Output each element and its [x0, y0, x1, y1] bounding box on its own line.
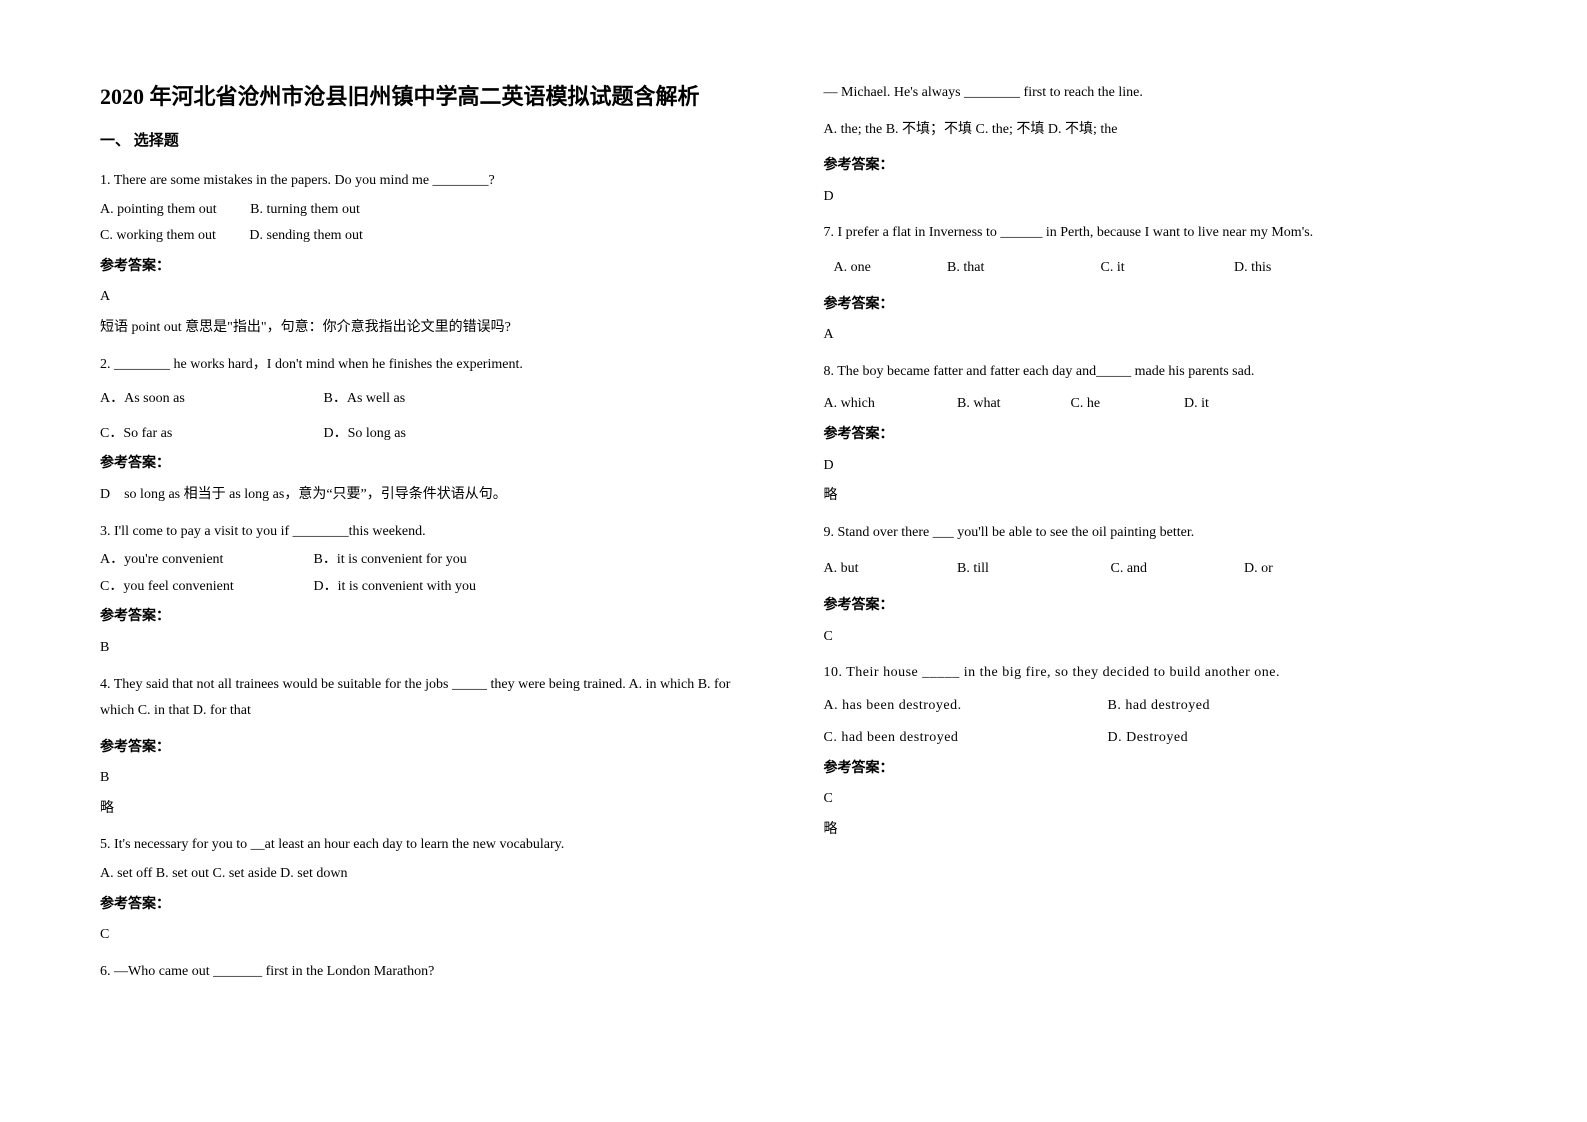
question-stem: 10. Their house _____ in the big fire, s…	[824, 660, 1488, 687]
option-a: A. which	[824, 391, 924, 418]
option-d: D. this	[1234, 255, 1271, 282]
option-d: D. or	[1244, 556, 1273, 583]
question-stem: 2. ________ he works hard，I don't mind w…	[100, 352, 764, 379]
question-9: 9. Stand over there ___ you'll be able t…	[824, 520, 1488, 650]
answer-label: 参考答案：	[100, 254, 764, 281]
question-1: 1. There are some mistakes in the papers…	[100, 168, 764, 342]
question-8: 8. The boy became fatter and fatter each…	[824, 359, 1488, 510]
question-options: A. has been destroyed. B. had destroyed	[824, 693, 1488, 720]
question-7: 7. I prefer a flat in Inverness to _____…	[824, 220, 1488, 348]
answer-label: 参考答案：	[824, 756, 1488, 783]
question-options: C. working them out D. sending them out	[100, 223, 764, 250]
answer-explain: 短语 point out 意思是"指出"，句意：你介意我指出论文里的错误吗?	[100, 315, 764, 342]
question-stem: 5. It's necessary for you to __at least …	[100, 832, 764, 859]
answer-label: 参考答案：	[824, 153, 1488, 180]
option-b: B. that	[947, 255, 1067, 282]
answer-value: A	[100, 284, 764, 311]
answer-value: A	[824, 322, 1488, 349]
answer-value: C	[824, 624, 1488, 651]
option-b: B. what	[957, 391, 1037, 418]
option-d: D．it is convenient with you	[314, 574, 477, 601]
exam-title: 2020 年河北省沧州市沧县旧州镇中学高二英语模拟试题含解析	[100, 80, 764, 113]
question-10: 10. Their house _____ in the big fire, s…	[824, 660, 1488, 844]
answer-value: B	[100, 765, 764, 792]
question-4: 4. They said that not all trainees would…	[100, 672, 764, 823]
answer-value: B	[100, 635, 764, 662]
option-c: C. had been destroyed	[824, 725, 1074, 752]
right-column: — Michael. He's always ________ first to…	[824, 80, 1488, 987]
option-d: D. it	[1184, 391, 1209, 418]
omit-text: 略	[100, 796, 764, 823]
exam-page: 2020 年河北省沧州市沧县旧州镇中学高二英语模拟试题含解析 一、 选择题 1.…	[0, 0, 1587, 1047]
question-stem: 3. I'll come to pay a visit to you if __…	[100, 519, 764, 546]
option-a: A．As soon as	[100, 386, 290, 413]
question-options: C．So far as D．So long as	[100, 421, 764, 448]
answer-value: C	[824, 786, 1488, 813]
answer-label: 参考答案：	[100, 604, 764, 631]
option-d: D. Destroyed	[1108, 725, 1189, 752]
question-stem: 8. The boy became fatter and fatter each…	[824, 359, 1488, 386]
question-options: A. one B. that C. it D. this	[824, 255, 1488, 282]
option-a: A. one	[834, 255, 914, 282]
omit-text: 略	[824, 817, 1488, 844]
question-options: A．you're convenient B．it is convenient f…	[100, 547, 764, 574]
question-6-stem: 6. —Who came out _______ first in the Lo…	[100, 959, 764, 986]
option-c: C．you feel convenient	[100, 574, 280, 601]
question-options: C．you feel convenient D．it is convenient…	[100, 574, 764, 601]
question-options: A. which B. what C. he D. it	[824, 391, 1488, 418]
question-options: A. but B. till C. and D. or	[824, 556, 1488, 583]
option-b: B．As well as	[324, 386, 406, 413]
question-6-cont: — Michael. He's always ________ first to…	[824, 80, 1488, 210]
answer-value: D	[824, 184, 1488, 211]
option-a: A．you're convenient	[100, 547, 280, 574]
question-2: 2. ________ he works hard，I don't mind w…	[100, 352, 764, 509]
answer-label: 参考答案：	[100, 451, 764, 478]
option-d: D．So long as	[324, 421, 406, 448]
option-c: C．So far as	[100, 421, 290, 448]
option-c: C. it	[1101, 255, 1201, 282]
option-c: C. working them out	[100, 223, 216, 250]
answer-label: 参考答案：	[100, 892, 764, 919]
option-a: A. has been destroyed.	[824, 693, 1074, 720]
answer-label: 参考答案：	[100, 735, 764, 762]
answer-label: 参考答案：	[824, 292, 1488, 319]
answer-value: D	[824, 453, 1488, 480]
option-c: C. and	[1111, 556, 1211, 583]
question-options: A. the; the B. 不填；不填 C. the; 不填 D. 不填; t…	[824, 117, 1488, 144]
option-b: B. turning them out	[250, 197, 360, 224]
left-column: 2020 年河北省沧州市沧县旧州镇中学高二英语模拟试题含解析 一、 选择题 1.…	[100, 80, 764, 987]
option-a: A. pointing them out	[100, 197, 217, 224]
option-a: A. but	[824, 556, 924, 583]
question-options: A. set off B. set out C. set aside D. se…	[100, 861, 764, 888]
question-options: C. had been destroyed D. Destroyed	[824, 725, 1488, 752]
answer-value: C	[100, 922, 764, 949]
answer-value: D so long as 相当于 as long as，意为“只要”，引导条件状…	[100, 482, 764, 509]
question-options: A. pointing them out B. turning them out	[100, 197, 764, 224]
option-b: B. had destroyed	[1108, 693, 1210, 720]
question-stem: 7. I prefer a flat in Inverness to _____…	[824, 220, 1488, 247]
question-5: 5. It's necessary for you to __at least …	[100, 832, 764, 948]
question-stem: — Michael. He's always ________ first to…	[824, 80, 1488, 107]
question-stem: 1. There are some mistakes in the papers…	[100, 168, 764, 195]
section-header: 一、 选择题	[100, 129, 764, 150]
option-c: C. he	[1071, 391, 1151, 418]
answer-label: 参考答案：	[824, 593, 1488, 620]
option-b: B. till	[957, 556, 1077, 583]
omit-text: 略	[824, 483, 1488, 510]
question-stem: 9. Stand over there ___ you'll be able t…	[824, 520, 1488, 547]
question-options: A．As soon as B．As well as	[100, 386, 764, 413]
option-d: D. sending them out	[249, 223, 363, 250]
question-3: 3. I'll come to pay a visit to you if __…	[100, 519, 764, 662]
answer-label: 参考答案：	[824, 422, 1488, 449]
option-b: B．it is convenient for you	[314, 547, 467, 574]
question-stem: 4. They said that not all trainees would…	[100, 672, 764, 725]
